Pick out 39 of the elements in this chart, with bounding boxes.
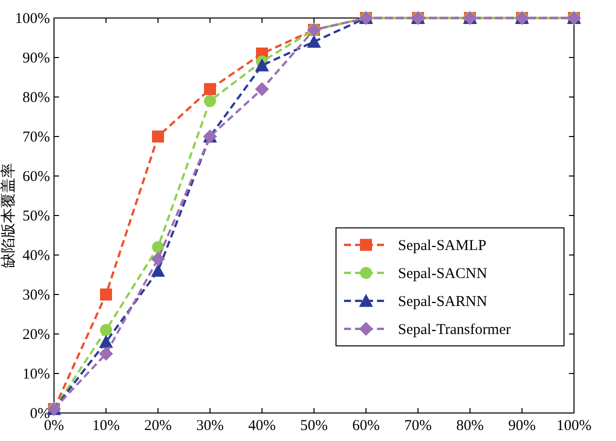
y-tick-label: 40% bbox=[22, 248, 50, 264]
point bbox=[151, 264, 165, 277]
y-tick-label: 50% bbox=[22, 208, 50, 224]
point bbox=[100, 324, 112, 336]
y-tick-label: 100% bbox=[15, 11, 50, 27]
x-tick-label: 50% bbox=[300, 418, 328, 434]
y-tick-label: 30% bbox=[22, 288, 50, 304]
point bbox=[99, 334, 113, 348]
point bbox=[204, 94, 216, 107]
y-tick-label: 60% bbox=[22, 169, 50, 185]
x-tick-label: 70% bbox=[404, 418, 432, 434]
point bbox=[152, 130, 164, 142]
point bbox=[204, 83, 216, 96]
x-tick-label: 10% bbox=[92, 418, 120, 434]
point bbox=[255, 58, 269, 72]
y-tick-label: 10% bbox=[22, 366, 50, 382]
legend-label: Sepal-SARNN bbox=[398, 294, 488, 310]
y-tick-label: 80% bbox=[22, 90, 50, 106]
y-tick-label: 70% bbox=[22, 130, 50, 146]
y-tick-label: 20% bbox=[22, 327, 50, 343]
x-tick-label: 100% bbox=[556, 418, 592, 434]
legend-label: Sepal-Transformer bbox=[398, 322, 511, 338]
point bbox=[152, 241, 164, 254]
x-tick-label: 0% bbox=[44, 418, 64, 434]
point bbox=[99, 346, 113, 361]
x-tick-label: 40% bbox=[248, 418, 276, 434]
y-axis-title: 缺陷版本覆盖率 bbox=[0, 163, 17, 268]
y-tick-label: 90% bbox=[22, 50, 50, 66]
x-tick-label: 90% bbox=[508, 418, 536, 434]
point bbox=[255, 82, 269, 96]
legend-label: Sepal-SACNN bbox=[398, 266, 488, 282]
x-tick-label: 30% bbox=[196, 418, 224, 434]
legend-label: Sepal-SAMLP bbox=[398, 238, 486, 254]
x-tick-label: 80% bbox=[456, 418, 484, 434]
x-tick-label: 20% bbox=[144, 418, 172, 434]
point bbox=[151, 252, 165, 266]
point bbox=[307, 34, 321, 48]
point bbox=[100, 288, 112, 300]
x-tick-label: 60% bbox=[352, 418, 380, 434]
